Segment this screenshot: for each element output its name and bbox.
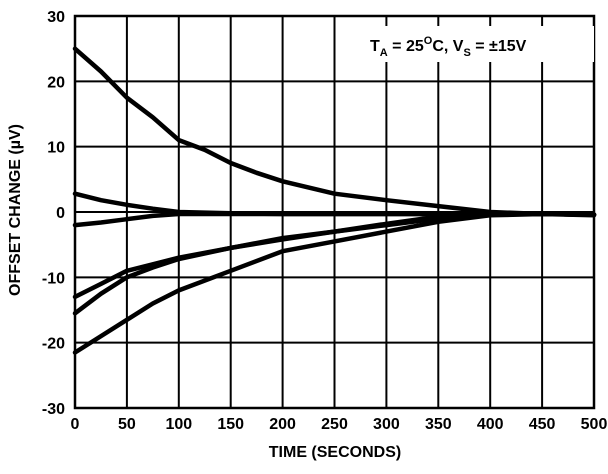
x-axis-label: TIME (SECONDS) — [269, 444, 401, 461]
x-tick-label: 0 — [71, 416, 80, 433]
y-tick-label: -10 — [42, 270, 65, 287]
y-tick-label: 0 — [56, 205, 65, 222]
y-tick-label: 10 — [47, 140, 65, 157]
x-tick-label: 300 — [373, 416, 400, 433]
axis-frame-layer — [73, 14, 596, 410]
x-tick-label: 450 — [529, 416, 556, 433]
series-line-6 — [72, 211, 597, 355]
x-tick-label: 50 — [118, 416, 136, 433]
y-tick-label: -20 — [42, 336, 65, 353]
tick-label-layer: 0 50 100 150 200 250 300 350 400 450 500 -30 -20 -10 0… — [42, 9, 608, 433]
series-line-1 — [72, 46, 597, 218]
x-tick-label: 100 — [165, 416, 192, 433]
x-tick-label: 150 — [217, 416, 244, 433]
x-tick-label: 250 — [321, 416, 348, 433]
x-tick-label: 400 — [477, 416, 504, 433]
x-tick-label: 350 — [425, 416, 452, 433]
annotation-background — [362, 26, 594, 62]
y-tick-label: 30 — [47, 9, 65, 26]
x-tick-label: 500 — [581, 416, 608, 433]
plot-frame — [73, 14, 596, 410]
y-tick-label: 20 — [47, 74, 65, 91]
conditions-annotation: TA = 25OC, VS = ±15V — [370, 35, 527, 59]
x-tick-label: 200 — [269, 416, 296, 433]
series-layer — [72, 46, 597, 355]
y-axis-label: OFFSET CHANGE (µV) — [7, 124, 24, 296]
y-tick-label: -30 — [42, 401, 65, 418]
